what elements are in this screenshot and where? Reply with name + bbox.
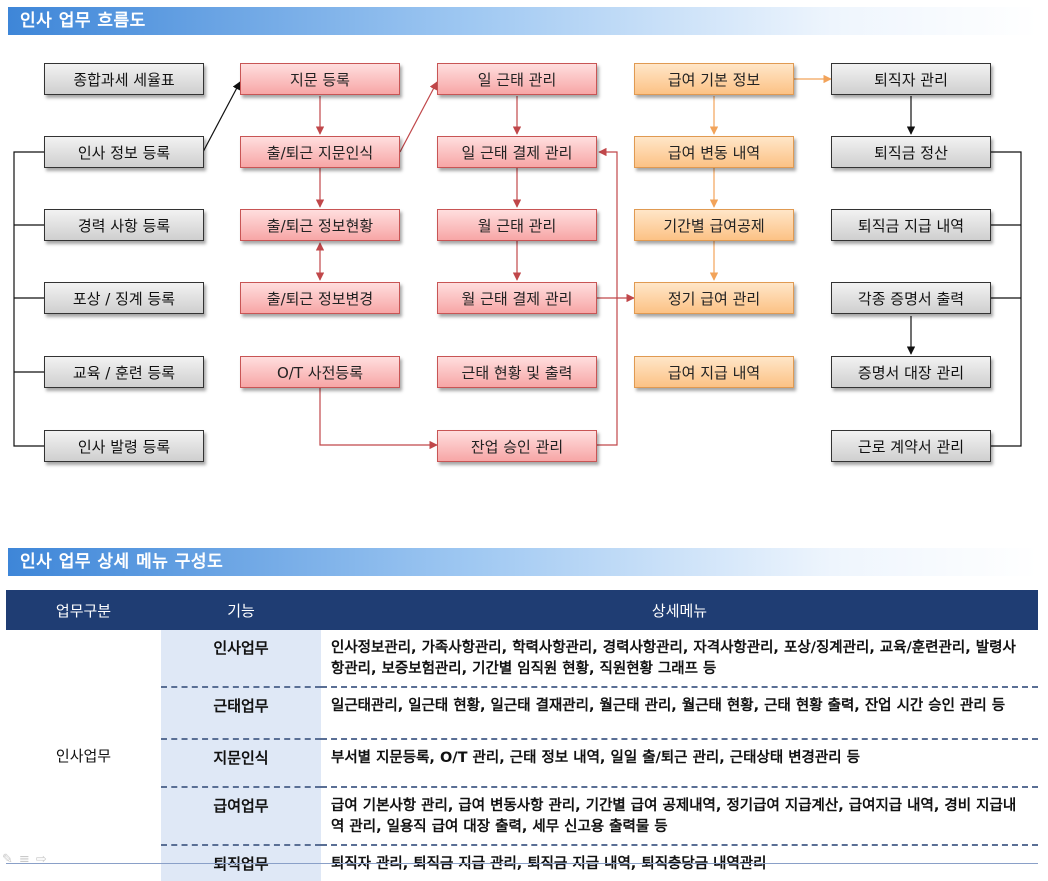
box-payroll-changes[interactable]: 급여 변동 내역 <box>634 136 794 168</box>
table-row: 지문인식 부서별 지문등록, O/T 관리, 근태 정보 내역, 일일 출/퇴근… <box>6 739 1038 788</box>
flow-connectors <box>13 74 1022 450</box>
box-daily-attendance[interactable]: 일 근태 관리 <box>437 63 597 95</box>
box-retiree-management[interactable]: 퇴직자 관리 <box>831 63 991 95</box>
function-cell: 급여업무 <box>161 787 321 846</box>
table-row: 인사업무 인사업무 인사정보관리, 가족사항관리, 학력사항관리, 경력사항관리… <box>6 630 1038 881</box>
function-cell: 근태업무 <box>161 687 321 740</box>
table-header-row: 업무구분 기능 상세메뉴 <box>6 590 1038 630</box>
menu-icon[interactable]: ≡ <box>18 852 36 867</box>
connector-retire-bracket <box>991 151 1022 447</box>
box-monthly-attendance-approval[interactable]: 월 근태 결제 관리 <box>437 282 597 314</box>
category-cell: 인사업무 <box>6 630 161 881</box>
box-severance-settlement[interactable]: 퇴직금 정산 <box>831 136 991 168</box>
box-hr-appointment-register[interactable]: 인사 발령 등록 <box>44 430 204 462</box>
box-certificate-print[interactable]: 각종 증명서 출력 <box>831 282 991 314</box>
arrow-hr-to-fingerprint <box>202 81 241 153</box>
box-severance-payment-history[interactable]: 퇴직금 지급 내역 <box>831 209 991 241</box>
table-row: 근태업무 일근태관리, 일근태 현황, 일근태 결재관리, 월근태 관리, 월근… <box>6 687 1038 740</box>
detail-cell: 부서별 지문등록, O/T 관리, 근태 정보 내역, 일일 출/퇴근 관리, … <box>321 739 1038 788</box>
box-certificate-ledger[interactable]: 증명서 대장 관리 <box>831 356 991 388</box>
arrow-fp-to-attendance <box>399 81 438 153</box>
pen-icon[interactable]: ✎ <box>2 852 19 867</box>
box-fingerprint-recognition[interactable]: 출/퇴근 지문인식 <box>240 136 400 168</box>
detail-cell: 급여 기본사항 관리, 급여 변동사항 관리, 기간별 급여 공제내역, 정기급… <box>321 787 1038 846</box>
box-regular-payroll[interactable]: 정기 급여 관리 <box>634 282 794 314</box>
header-category: 업무구분 <box>6 590 161 630</box>
section-header-flow: 인사 업무 흐름도 <box>8 7 1038 35</box>
box-reward-discipline-register[interactable]: 포상 / 징계 등록 <box>44 282 204 314</box>
detail-cell: 일근태관리, 일근태 현황, 일근태 결재관리, 월근태 관리, 월근태 현황,… <box>321 687 1038 740</box>
menu-structure-table: 업무구분 기능 상세메뉴 인사업무 인사업무 인사정보관리, 가족사항관리, 학… <box>6 590 1038 881</box>
table-row: 급여업무 급여 기본사항 관리, 급여 변동사항 관리, 기간별 급여 공제내역… <box>6 787 1038 846</box>
box-daily-attendance-approval[interactable]: 일 근태 결제 관리 <box>437 136 597 168</box>
box-attendance-info-change[interactable]: 출/퇴근 정보변경 <box>240 282 400 314</box>
slide-nav-icons: ✎≡⇨ <box>2 852 53 867</box>
next-arrow-icon[interactable]: ⇨ <box>35 852 53 867</box>
box-payroll-basic-info[interactable]: 급여 기본 정보 <box>634 63 794 95</box>
connector-hr-bracket <box>13 151 44 447</box>
function-cell: 지문인식 <box>161 739 321 788</box>
function-cell: 인사업무 <box>161 630 321 688</box>
box-ot-preregister[interactable]: O/T 사전등록 <box>240 356 400 388</box>
section-header-menu: 인사 업무 상세 메뉴 구성도 <box>8 548 1038 576</box>
box-training-register[interactable]: 교육 / 훈련 등록 <box>44 356 204 388</box>
arrow-ot-to-overtime <box>319 388 438 450</box>
box-fingerprint-register[interactable]: 지문 등록 <box>240 63 400 95</box>
box-period-deduction[interactable]: 기간별 급여공제 <box>634 209 794 241</box>
box-monthly-attendance[interactable]: 월 근태 관리 <box>437 209 597 241</box>
header-detail-menu: 상세메뉴 <box>321 590 1038 630</box>
box-attendance-status-print[interactable]: 근태 현황 및 출력 <box>437 356 597 388</box>
box-labor-contract[interactable]: 근로 계약서 관리 <box>831 430 991 462</box>
box-career-register[interactable]: 경력 사항 등록 <box>44 209 204 241</box>
detail-cell: 인사정보관리, 가족사항관리, 학력사항관리, 경력사항관리, 자격사항관리, … <box>321 630 1038 688</box>
box-tax-rate-table[interactable]: 종합과세 세율표 <box>44 63 204 95</box>
box-attendance-info-status[interactable]: 출/퇴근 정보현황 <box>240 209 400 241</box>
box-overtime-approval[interactable]: 잔업 승인 관리 <box>437 430 597 462</box>
box-payroll-payment-history[interactable]: 급여 지급 내역 <box>634 356 794 388</box>
box-hr-info-register[interactable]: 인사 정보 등록 <box>44 136 204 168</box>
header-function: 기능 <box>161 590 321 630</box>
bottom-divider <box>6 863 1038 864</box>
